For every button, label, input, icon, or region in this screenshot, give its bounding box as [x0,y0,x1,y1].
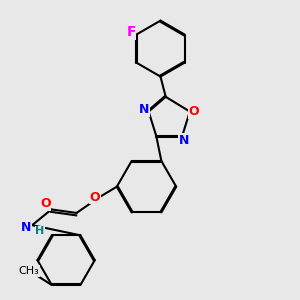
Text: N: N [179,134,189,147]
Text: N: N [21,221,31,234]
Text: N: N [139,103,150,116]
Text: F: F [126,25,136,39]
Text: O: O [40,197,51,210]
Text: H: H [35,226,44,236]
Text: CH₃: CH₃ [19,266,39,276]
Text: O: O [189,105,199,118]
Text: O: O [90,191,101,204]
